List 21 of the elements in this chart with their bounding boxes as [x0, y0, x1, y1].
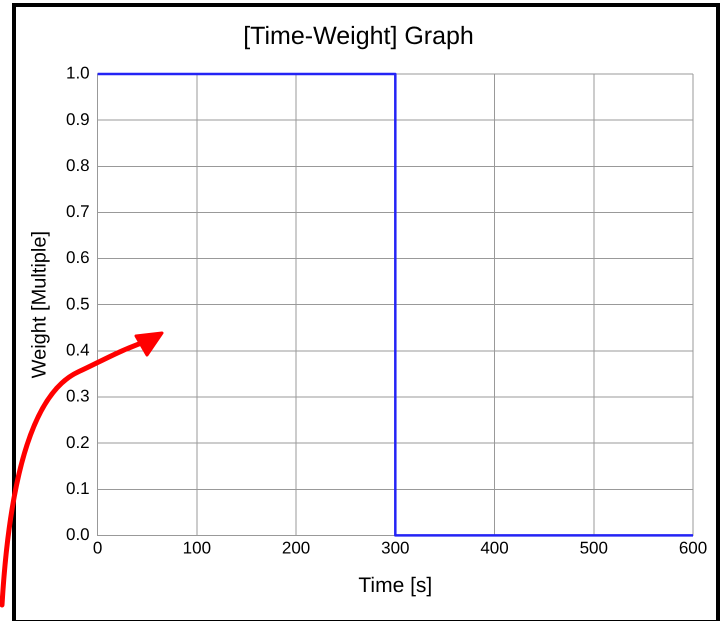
x-tick-label: 300: [381, 538, 410, 558]
y-tick-label: 0.7: [66, 202, 90, 222]
x-tick-label: 0: [92, 538, 102, 558]
y-tick-label: 1.0: [66, 64, 90, 83]
x-tick-label: 600: [678, 538, 708, 558]
y-tick-label: 0.2: [66, 432, 90, 452]
y-tick-label: 0.8: [66, 156, 90, 175]
x-tick-label: 100: [182, 538, 212, 558]
chart-title: [Time-Weight] Graph: [243, 22, 474, 50]
y-tick-label: 0.6: [66, 248, 90, 268]
y-tick-label: 0.1: [66, 478, 90, 498]
y-tick-label: 0.5: [66, 294, 90, 314]
x-axis-title: Time [s]: [358, 574, 432, 598]
y-tick-label: 0.9: [66, 110, 90, 129]
x-tick-label: 500: [580, 538, 608, 558]
y-tick-label: 0.4: [66, 340, 90, 360]
y-tick-label: 0.3: [66, 386, 90, 406]
y-tick-label: 0.0: [66, 525, 90, 544]
x-tick-label: 400: [480, 538, 509, 558]
y-axis-title: Weight [Multiple]: [28, 230, 51, 378]
x-tick-label: 200: [282, 538, 310, 558]
